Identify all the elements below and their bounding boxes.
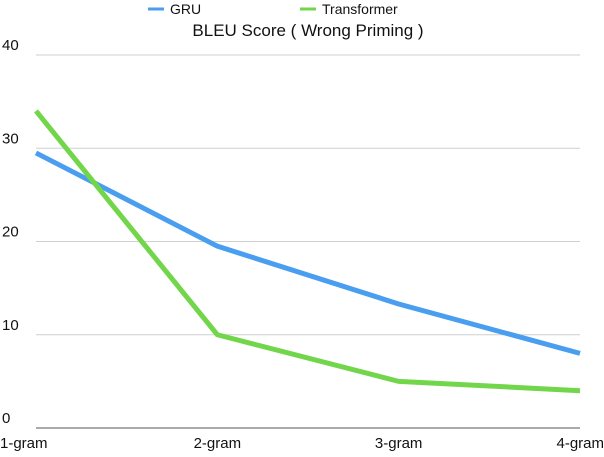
x-tick-label: 3-gram [375, 435, 423, 452]
x-tick-label: 1-gram [0, 435, 48, 452]
y-tick-label: 20 [2, 224, 19, 241]
legend-label-transformer: Transformer [322, 1, 398, 17]
y-tick-label: 10 [2, 317, 19, 334]
series-lines [34, 109, 581, 394]
y-tick-labels: 0 10 20 30 40 [2, 37, 19, 427]
legend: GRU Transformer [148, 1, 398, 17]
y-tick-label: 30 [2, 130, 19, 147]
x-tick-label: 4-gram [556, 435, 604, 452]
chart-title: BLEU Score ( Wrong Priming ) [192, 21, 423, 40]
gridlines [36, 54, 580, 429]
series-line-gru [34, 150, 581, 356]
series-line-transformer [34, 109, 581, 394]
legend-label-gru: GRU [170, 1, 201, 17]
x-tick-labels: 1-gram 2-gram 3-gram 4-gram [0, 435, 604, 452]
y-tick-label: 0 [2, 410, 10, 427]
y-tick-label: 40 [2, 37, 19, 54]
x-tick-label: 2-gram [194, 435, 242, 452]
